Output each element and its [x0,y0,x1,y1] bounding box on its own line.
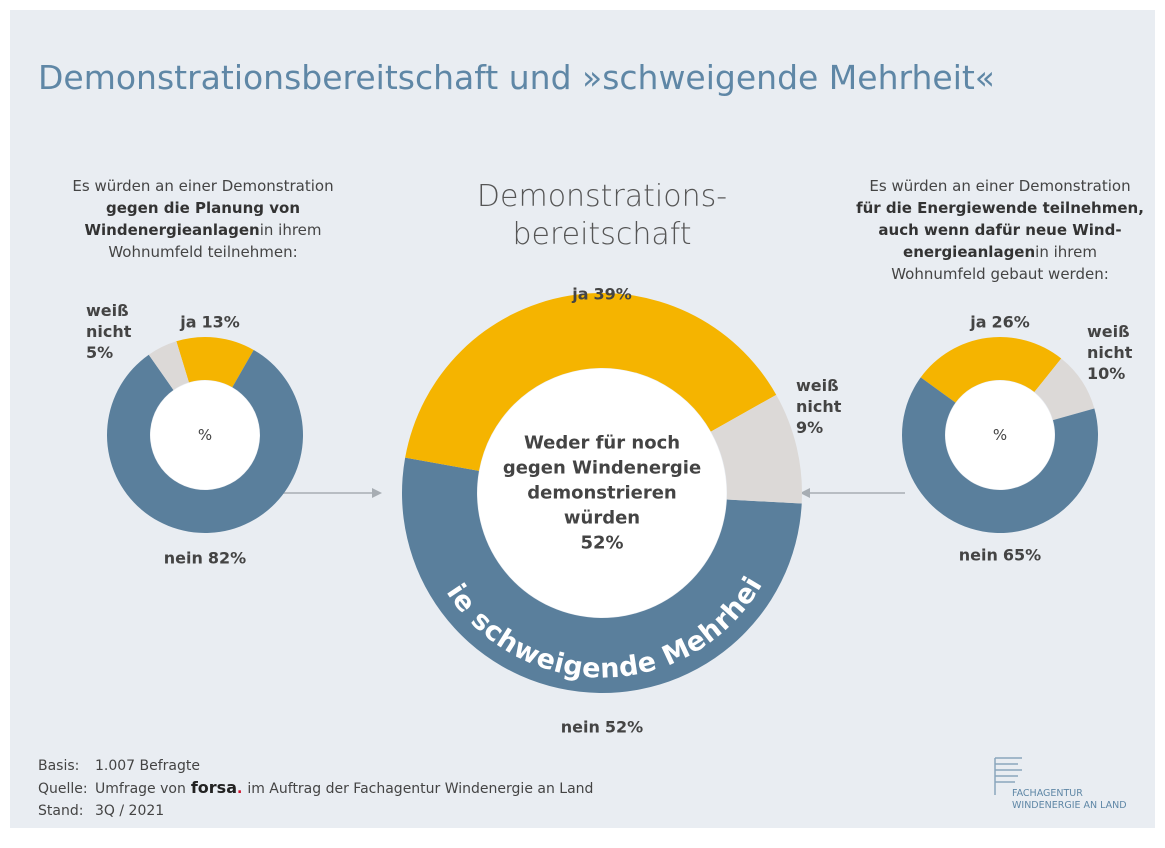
description-line: Es würden an einer Demonstration [72,175,333,197]
description-line: für die Energiewende teilnehmen, [856,197,1144,219]
segment-label: ja 26% [970,312,1030,333]
footer-text: Umfrage von [95,781,186,797]
value-label: 52% [604,717,644,737]
category-label: ja [180,312,197,332]
logo-icon [994,757,1022,795]
logo-text: FACHAGENTUR [1012,788,1083,799]
value-label: 26% [991,312,1030,332]
value-label: 10% [1087,364,1126,383]
description-text: in ihrem [259,221,322,239]
description-text: auch wenn dafür neue Wind- [878,221,1122,239]
donut-segment [401,457,802,694]
center-label-line: würden [563,507,641,529]
segment-label: weiß nicht 5% [86,300,131,363]
description-line: gegen die Planung von [72,197,333,219]
description-line: Wohnumfeld gebaut werden: [856,263,1144,285]
description-text: Windenergieanlagen [84,221,260,239]
description-line: Es würden an einer Demonstration [856,175,1144,197]
donut-segment [107,349,303,533]
chart-title-line: bereitschaft [512,217,692,252]
center-label-line: gegen Windenergie [502,457,702,479]
description-text: energieanlagen [903,243,1036,261]
arrow [800,488,905,498]
center-label: % [992,426,1008,444]
description-line: Wohnumfeld teilnehmen: [72,241,333,263]
donut-segment [176,337,254,388]
footer-label: Basis: [38,758,80,774]
donut-segment [1034,358,1095,421]
segment-label: weiß nicht 9% [796,375,841,438]
footer-label: Quelle: [38,781,88,797]
category-label: weiß nicht [796,376,842,416]
segment-label: weiß nicht 10% [1087,321,1132,384]
description-text: für die Energiewende teilnehmen, [856,199,1144,217]
footer-text: im Auftrag der Fachagentur Windenergie a… [247,781,594,797]
description: Es würden an einer Demonstration für die … [856,175,1144,285]
category-label: ja [970,312,987,332]
donut-segment [405,293,777,471]
center-label-line: demonstrieren [527,482,677,504]
center-label-line: Weder für noch [523,432,681,454]
logo-text: WINDENERGIE AN LAND [1012,800,1127,811]
category-label: nein [560,717,600,737]
value-label: 65% [1002,545,1042,565]
chart-title-line: Demonstrations- [476,179,728,214]
category-label: ja [572,284,589,304]
footer-text: forsa [190,778,237,797]
segment-label: ja 13% [180,312,240,333]
value-label: 5% [86,343,114,362]
footer-label: Stand: [38,803,84,819]
infographic: Die schweigende Mehrheit Demonstrationsb… [10,10,1155,828]
value-label: 13% [201,312,240,332]
logo: FACHAGENTUR WINDENERGIE AN LAND [1012,788,1127,812]
donut-hole [477,368,727,618]
footer-text: . [237,781,243,797]
description-text: Es würden an einer Demonstration [72,177,334,195]
title: Demonstrationsbereitschaft und »schweige… [38,58,995,97]
description-line: energieanlagenin ihrem [856,241,1144,263]
segment-label: nein 65% [959,545,1041,566]
segment-label: ja 39% [572,284,632,305]
chart-title: Demonstrations-bereitschaft [477,178,727,254]
description-text: Wohnumfeld teilnehmen: [108,243,298,261]
description-text: Wohnumfeld gebaut werden: [891,265,1109,283]
donut-segment [710,394,802,504]
footer-row: Basis: 1.007 Befragte [38,755,593,777]
category-label: nein [958,545,998,565]
chart-canvas: Die schweigende Mehrheit [10,10,1098,795]
donut-segment [902,377,1098,533]
center-label: Weder für noch gegen Windenergie demonstri… [503,431,701,556]
footer-text: 1.007 Befragte [95,758,200,774]
category-label: weiß nicht [1087,322,1133,362]
footer-row: Stand: 3Q / 2021 [38,800,593,822]
center-value: 52% [580,532,624,554]
category-label: weiß nicht [86,301,132,341]
donut-hole [945,380,1055,490]
category-label: nein [163,548,203,568]
description-text: in ihrem [1035,243,1097,261]
description-line: Windenergieanlagenin ihrem [72,219,333,241]
arrow [275,488,382,498]
description-text: gegen die Planung von [105,199,301,217]
value-label: 9% [796,418,824,437]
value-label: 82% [207,548,247,568]
description-text: Es würden an einer Demonstration [869,177,1131,195]
segment-label: nein 82% [164,548,246,569]
description: Es würden an einer Demonstration gegen di… [72,175,333,263]
footer-text: 3Q / 2021 [95,803,165,819]
donut-segment [920,337,1062,403]
footer-row: Quelle: Umfrage von forsa. im Auftrag der F… [38,777,593,800]
center-label: % [197,426,213,444]
segment-label: nein 52% [561,717,643,738]
footer: Basis: 1.007 Befragte Quelle: Umfrage von fo… [38,755,593,822]
description-line: auch wenn dafür neue Wind- [856,219,1144,241]
donut-segment [148,341,189,390]
value-label: 39% [593,284,632,304]
donut-hole [150,380,260,490]
